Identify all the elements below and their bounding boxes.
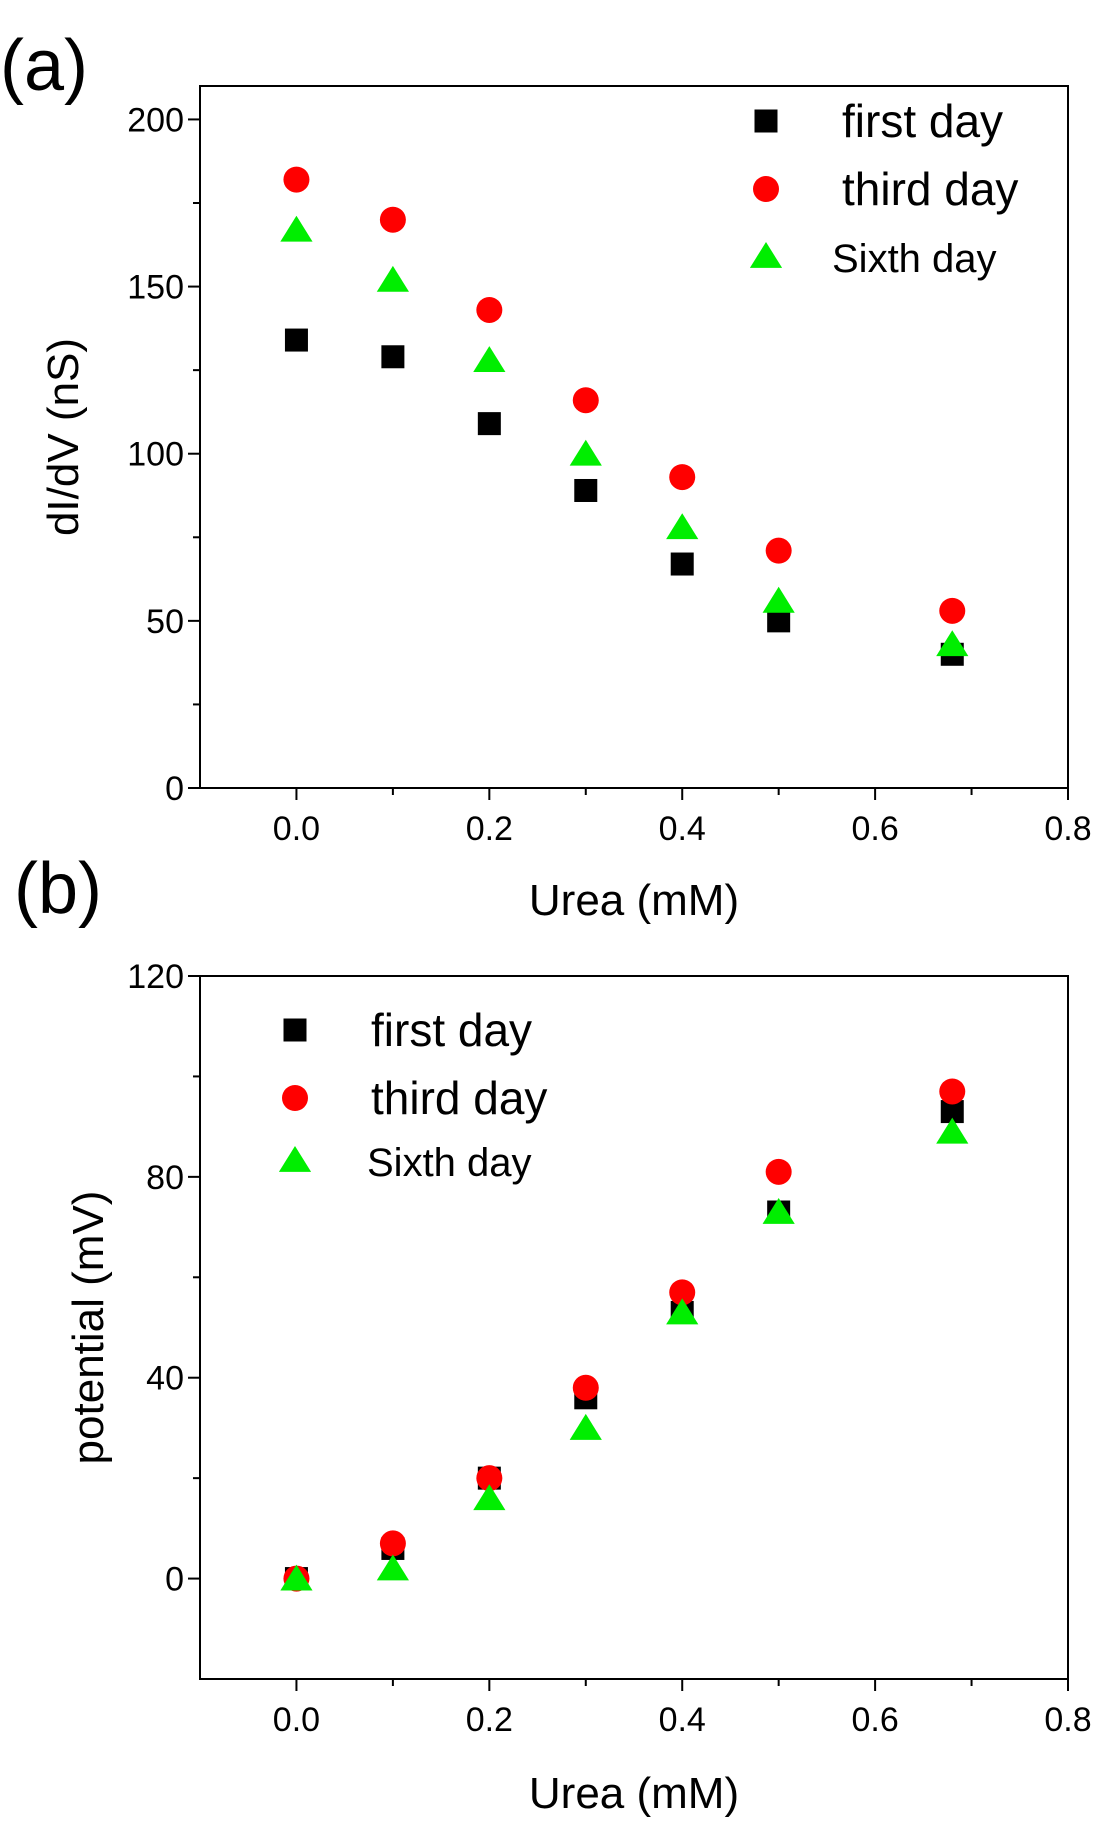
plot-frame xyxy=(199,85,1069,789)
y-tick-label: 0 xyxy=(165,1561,184,1599)
legend-marker xyxy=(754,109,778,133)
legend: first day third day Sixth day xyxy=(278,1004,547,1185)
legend-marker xyxy=(283,1018,307,1042)
data-point xyxy=(936,630,969,657)
data-point xyxy=(376,1554,409,1581)
legend-marker xyxy=(278,1146,312,1172)
data-point xyxy=(477,412,501,436)
x-tick-label: 0.6 xyxy=(851,1701,898,1739)
legend-marker xyxy=(282,1085,308,1111)
y-axis-title: potential (mV) xyxy=(64,1191,113,1465)
data-point xyxy=(940,1100,964,1124)
y-tick-label: 40 xyxy=(146,1360,184,1398)
legend-label: Sixth day xyxy=(832,237,997,281)
y-tick-label: 100 xyxy=(127,436,184,474)
data-point xyxy=(381,345,405,369)
series-third-day xyxy=(283,1078,966,1592)
legend-marker xyxy=(753,176,779,202)
x-axis-title: Urea (mM) xyxy=(529,876,739,925)
data-point xyxy=(762,586,795,613)
data-point xyxy=(765,537,792,564)
data-point xyxy=(939,597,966,624)
data-point xyxy=(572,1374,599,1401)
data-point xyxy=(669,1279,696,1306)
data-point xyxy=(283,166,310,193)
x-tick-label: 0.4 xyxy=(659,1701,706,1739)
data-point xyxy=(284,328,308,352)
data-point xyxy=(669,464,696,491)
series-first-day xyxy=(284,328,964,666)
y-tick-label: 80 xyxy=(146,1159,184,1197)
x-tick-label: 0.0 xyxy=(273,1701,320,1739)
legend-label: Sixth day xyxy=(367,1141,532,1185)
series-third-day xyxy=(283,166,966,624)
data-point xyxy=(379,1530,406,1557)
chart-panel-b: (b) 0.0 0.2 0.4 0.6 0.8 0 40 80 120 Urea (mM) poten… xyxy=(14,849,1092,1818)
x-tick-label: 0.2 xyxy=(466,810,513,848)
data-point xyxy=(280,1564,313,1591)
x-tick-label: 0.8 xyxy=(1044,810,1091,848)
data-point xyxy=(476,1465,503,1492)
legend-label: third day xyxy=(371,1072,547,1124)
panel-label: (b) xyxy=(14,849,102,929)
data-point xyxy=(572,387,599,414)
legend-marker xyxy=(749,242,783,268)
data-point xyxy=(670,552,694,576)
legend-label: third day xyxy=(842,163,1018,215)
panel-label: (a) xyxy=(0,26,88,106)
data-point xyxy=(476,296,503,323)
data-point xyxy=(762,1198,795,1224)
x-tick-label: 0.4 xyxy=(659,810,706,848)
data-point xyxy=(379,206,406,233)
data-point xyxy=(569,1413,602,1440)
x-axis-title: Urea (mM) xyxy=(529,1769,739,1818)
y-tick-label: 0 xyxy=(165,770,184,808)
data-point xyxy=(473,1484,506,1511)
legend-label: first day xyxy=(371,1004,532,1056)
chart-panel-a: (a) 0.0 0.2 0.4 0.6 0.8 0 50 100 150 200 Urea (mM) d… xyxy=(0,26,1092,925)
y-tick-label: 120 xyxy=(127,958,184,996)
y-tick-label: 200 xyxy=(127,101,184,139)
series-sixth-day xyxy=(280,1117,969,1591)
y-axis-title: dI/dV (nS) xyxy=(39,338,88,536)
series-sixth-day xyxy=(280,215,969,657)
plot-frame xyxy=(199,975,1069,1680)
data-point xyxy=(765,1158,792,1185)
x-tick-label: 0.0 xyxy=(273,810,320,848)
x-tick-label: 0.8 xyxy=(1044,1701,1091,1739)
data-point xyxy=(767,609,791,633)
data-point xyxy=(936,1117,969,1144)
data-point xyxy=(569,439,602,466)
data-point xyxy=(280,215,313,242)
y-tick-label: 150 xyxy=(127,269,184,307)
y-tick-label: 50 xyxy=(146,603,184,641)
x-tick-label: 0.2 xyxy=(466,1701,513,1739)
x-tick-label: 0.6 xyxy=(851,810,898,848)
legend: first day third day Sixth day xyxy=(749,95,1018,281)
data-point xyxy=(666,1298,699,1325)
legend-label: first day xyxy=(842,95,1003,147)
data-point xyxy=(939,1078,966,1105)
data-point xyxy=(574,478,598,502)
data-point xyxy=(473,346,506,373)
data-point xyxy=(666,513,699,540)
data-point xyxy=(376,265,409,292)
